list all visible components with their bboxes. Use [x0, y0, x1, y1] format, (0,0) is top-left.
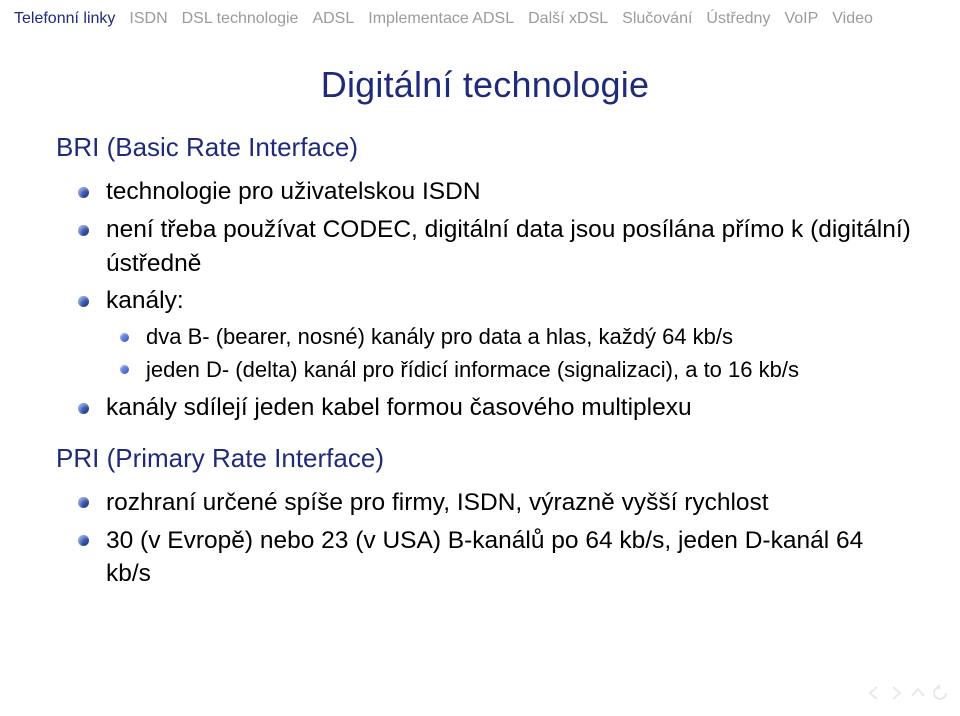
slide-title: Digitální technologie	[56, 64, 914, 106]
nav-tab[interactable]: Video	[832, 10, 873, 28]
bullet-list: rozhraní určené spíše pro firmy, ISDN, v…	[78, 486, 914, 591]
bullet-text: rozhraní určené spíše pro firmy, ISDN, v…	[106, 489, 769, 516]
bullet-item: 30 (v Evropě) nebo 23 (v USA) B-kanálů p…	[78, 524, 914, 592]
bullet-item: technologie pro uživatelskou ISDN	[78, 175, 914, 209]
section-heading: BRI (Basic Rate Interface)	[56, 132, 914, 163]
section-heading: PRI (Primary Rate Interface)	[56, 443, 914, 474]
nav-next-icon[interactable]	[886, 683, 906, 708]
nav-tab[interactable]: Ústředny	[706, 10, 770, 28]
sub-bullet-item: jeden D- (delta) kanál pro řídicí inform…	[120, 355, 914, 385]
bullet-text: není třeba používat CODEC, digitální dat…	[106, 216, 911, 277]
nav-tab[interactable]: Další xDSL	[528, 10, 608, 28]
bullet-text: kanály:	[106, 287, 184, 314]
bullet-text: kanály sdílejí jeden kabel formou časové…	[106, 394, 692, 421]
nav-tab[interactable]: Telefonní linky	[14, 10, 115, 28]
nav-tab[interactable]: VoIP	[784, 10, 818, 28]
nav-prev-icon[interactable]	[864, 683, 884, 708]
nav-tab[interactable]: DSL technologie	[182, 10, 299, 28]
nav-back-icon[interactable]	[930, 683, 950, 708]
nav-up-icon[interactable]	[908, 683, 928, 708]
sub-bullet-item: dva B- (bearer, nosné) kanály pro data a…	[120, 322, 914, 352]
bullet-list: technologie pro uživatelskou ISDN není tř…	[78, 175, 914, 425]
bullet-item: kanály sdílejí jeden kabel formou časové…	[78, 391, 914, 425]
nav-tab[interactable]: ISDN	[129, 10, 167, 28]
slide-nav-controls	[864, 683, 950, 708]
slide-body: Digitální technologie BRI (Basic Rate In…	[0, 36, 960, 629]
nav-tab[interactable]: Slučování	[622, 10, 692, 28]
nav-bar: Telefonní linky ISDN DSL technologie ADSL Im…	[0, 0, 960, 36]
bullet-item: není třeba používat CODEC, digitální dat…	[78, 213, 914, 281]
nav-tab[interactable]: ADSL	[312, 10, 354, 28]
nav-tab[interactable]: Implementace ADSL	[368, 10, 514, 28]
bullet-item: kanály: dva B- (bearer, nosné) kanály pro…	[78, 284, 914, 385]
bullet-text: technologie pro uživatelskou ISDN	[106, 178, 481, 205]
bullet-item: rozhraní určené spíše pro firmy, ISDN, v…	[78, 486, 914, 520]
sub-bullet-list: dva B- (bearer, nosné) kanály pro data a…	[120, 322, 914, 385]
bullet-text: 30 (v Evropě) nebo 23 (v USA) B-kanálů p…	[106, 527, 863, 588]
sub-bullet-text: jeden D- (delta) kanál pro řídicí inform…	[146, 357, 799, 382]
sub-bullet-text: dva B- (bearer, nosné) kanály pro data a…	[146, 324, 733, 349]
